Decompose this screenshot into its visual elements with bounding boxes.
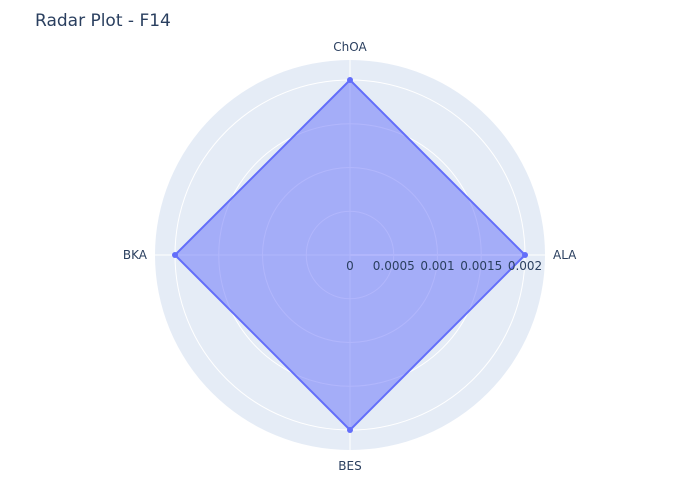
category-labels: ALA ChOA BKA BES xyxy=(123,40,577,473)
data-point xyxy=(522,252,528,258)
category-label: BES xyxy=(338,459,361,473)
category-label: ChOA xyxy=(333,40,367,54)
category-label: BKA xyxy=(123,248,148,262)
data-point xyxy=(172,252,178,258)
radial-tick-label: 0 xyxy=(346,259,354,273)
radial-tick-label: 0.002 xyxy=(508,259,542,273)
radial-tick-labels: 0 0.0005 0.001 0.0015 0.002 xyxy=(346,259,542,273)
data-point xyxy=(347,77,353,83)
radial-tick-label: 0.0005 xyxy=(373,259,415,273)
series-points xyxy=(172,77,528,433)
radial-tick-label: 0.0015 xyxy=(460,259,502,273)
chart-title: Radar Plot - F14 xyxy=(35,11,171,31)
data-point xyxy=(347,427,353,433)
radial-tick-label: 0.001 xyxy=(420,259,454,273)
category-label: ALA xyxy=(553,248,577,262)
